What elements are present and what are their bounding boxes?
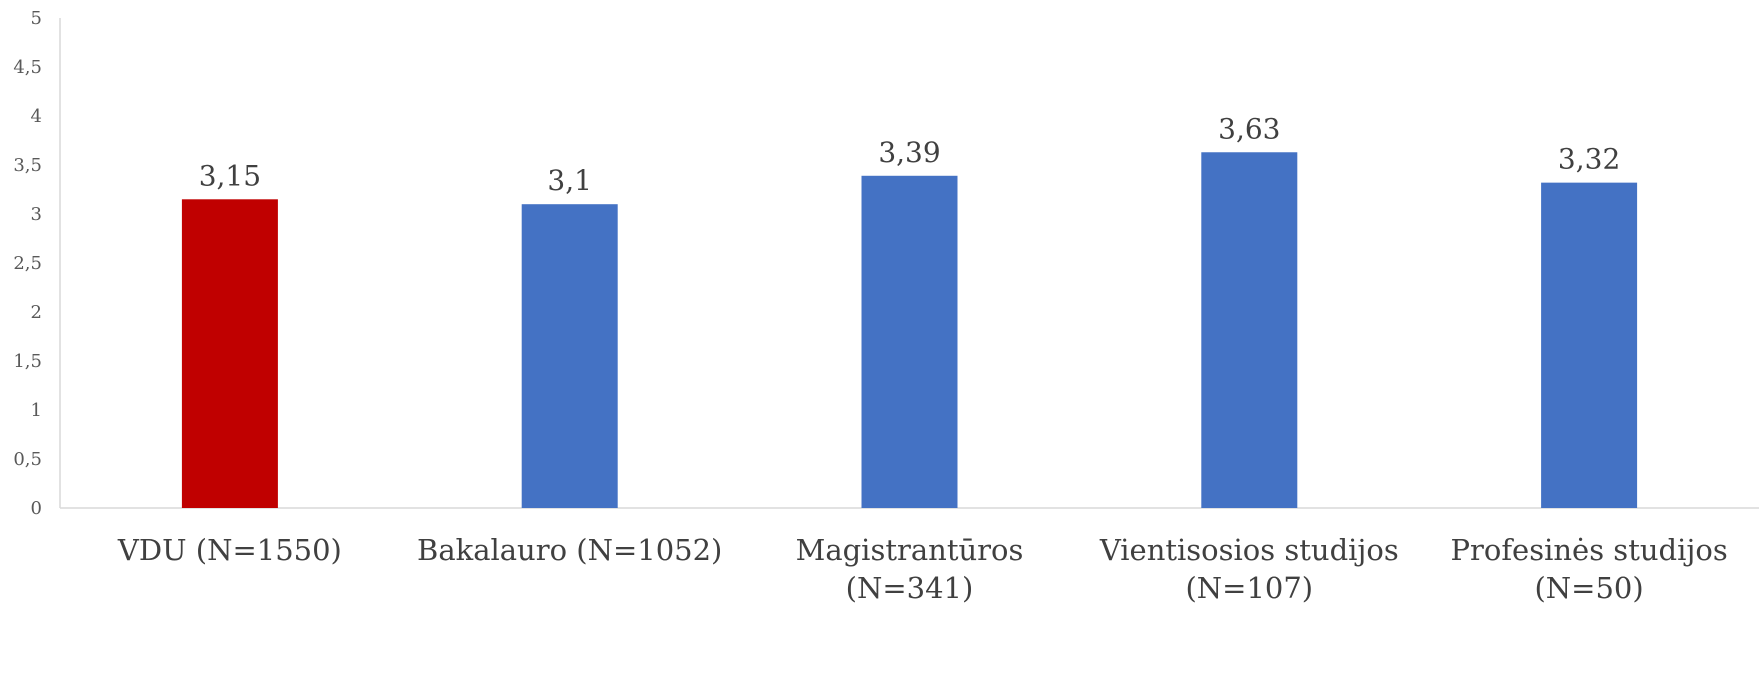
y-tick-label: 2,5 <box>13 253 42 274</box>
category-label: (N=107) <box>1185 571 1313 605</box>
y-tick-label: 1,5 <box>13 351 42 372</box>
y-tick-label: 4,5 <box>13 57 42 78</box>
y-tick-label: 5 <box>31 8 42 29</box>
category-label: Bakalauro (N=1052) <box>417 533 722 567</box>
bar-value-label: 3,39 <box>878 136 940 169</box>
y-tick-label: 3 <box>31 204 42 225</box>
bar <box>1201 152 1298 508</box>
category-label: (N=341) <box>846 571 974 605</box>
bar-value-label: 3,32 <box>1558 143 1620 176</box>
y-tick-label: 0 <box>31 498 42 519</box>
category-label: Magistrantūros <box>796 533 1024 567</box>
y-tick-label: 2 <box>31 302 42 323</box>
bar-value-label: 3,1 <box>547 164 592 197</box>
bar <box>521 204 618 508</box>
bar <box>861 175 958 508</box>
y-tick-label: 4 <box>31 106 42 127</box>
bar <box>181 199 278 509</box>
bar-value-label: 3,15 <box>199 159 261 192</box>
category-label: Profesinės studijos <box>1450 533 1727 567</box>
y-axis-ticks: 0 0,5 1 1,5 2 2,5 3 3,5 4 4,5 5 <box>13 8 42 519</box>
bar-value-label: 3,63 <box>1218 112 1280 145</box>
category-label: Vientisosios studijos <box>1099 533 1399 567</box>
category-labels-group: VDU (N=1550) Bakalauro (N=1052) Magistrant… <box>117 533 1728 605</box>
category-label: (N=50) <box>1534 571 1643 605</box>
data-labels-group: 3,15 3,1 3,39 3,63 3,32 <box>199 112 1621 197</box>
y-tick-label: 3,5 <box>13 155 42 176</box>
bars-group <box>181 152 1638 509</box>
y-tick-label: 0,5 <box>13 449 42 470</box>
category-label: VDU (N=1550) <box>117 533 342 567</box>
y-tick-label: 1 <box>31 400 42 421</box>
bar <box>1541 182 1638 508</box>
